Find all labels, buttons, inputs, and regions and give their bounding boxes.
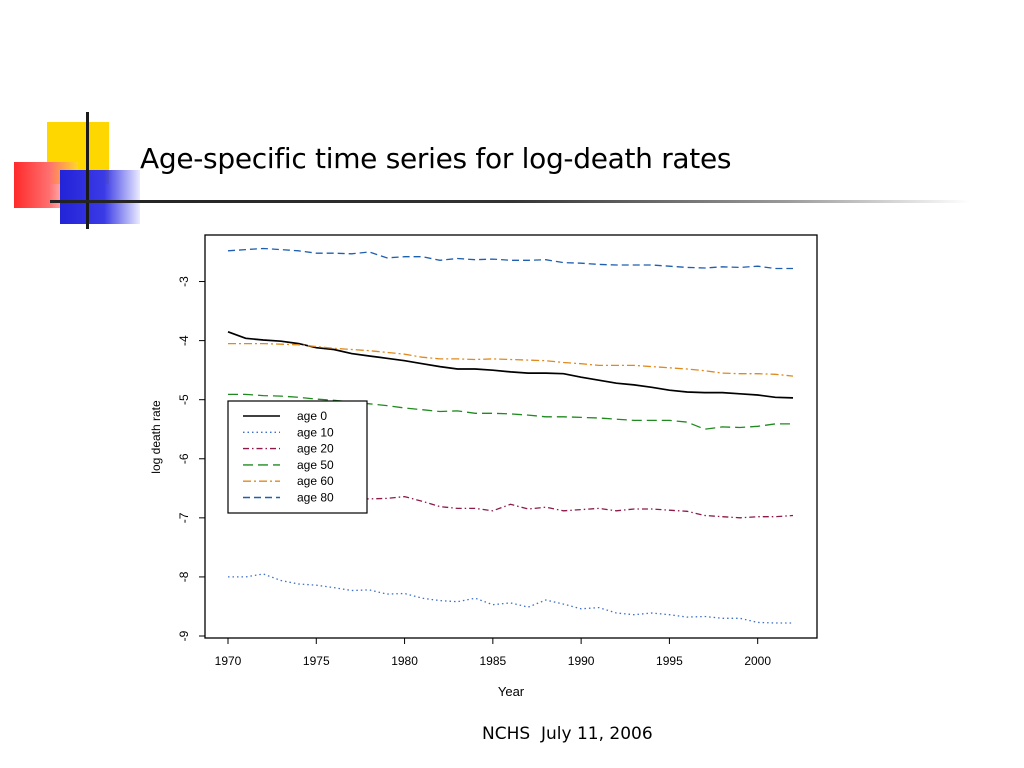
x-tick-label: 1985 xyxy=(479,654,506,668)
x-tick-label: 1970 xyxy=(215,654,242,668)
corner-vertical-rule xyxy=(86,112,89,229)
legend-label: age 50 xyxy=(297,458,334,472)
x-tick-label: 1975 xyxy=(303,654,330,668)
plot-frame xyxy=(204,234,818,639)
series-group xyxy=(227,247,794,624)
footer-text: NCHS July 11, 2006 xyxy=(482,724,653,744)
y-tick-label: -5 xyxy=(177,394,191,405)
legend: age 0 age 10 age 20 age 50 age 60 age 80 xyxy=(227,400,368,514)
y-tick-label: -9 xyxy=(177,630,191,641)
y-axis: -9 -8 -7 -6 -5 -4 -3 xyxy=(177,276,205,641)
slide-title: Age-specific time series for log-death r… xyxy=(140,142,732,175)
series-line-age-50 xyxy=(228,393,793,430)
corner-blue-square xyxy=(60,170,140,224)
title-underline-rule xyxy=(50,200,970,203)
x-tick-label: 2000 xyxy=(744,654,771,668)
y-tick-label: -4 xyxy=(177,335,191,346)
y-tick-label: -7 xyxy=(177,512,191,523)
legend-label: age 80 xyxy=(297,491,334,505)
x-tick-label: 1990 xyxy=(568,654,595,668)
series-line-age-10 xyxy=(228,573,793,624)
x-tick-label: 1980 xyxy=(391,654,418,668)
y-tick-label: -8 xyxy=(177,571,191,582)
x-tick-label: 1995 xyxy=(656,654,683,668)
y-tick-label: -3 xyxy=(177,276,191,287)
legend-label: age 0 xyxy=(297,409,327,423)
series-line-age-20 xyxy=(227,490,794,519)
legend-box xyxy=(227,400,368,514)
series-line-age-0 xyxy=(227,331,794,399)
legend-label: age 10 xyxy=(297,425,334,439)
x-axis: 1970 1975 1980 1985 1990 1995 2000 xyxy=(215,638,771,668)
y-axis-label: log death rate xyxy=(149,400,163,474)
legend-label: age 60 xyxy=(297,474,334,488)
series-line-age-80 xyxy=(227,247,793,270)
legend-label: age 20 xyxy=(297,442,334,456)
series-line-age-60 xyxy=(228,342,794,377)
x-axis-label: Year xyxy=(498,684,525,699)
y-tick-label: -6 xyxy=(177,453,191,464)
